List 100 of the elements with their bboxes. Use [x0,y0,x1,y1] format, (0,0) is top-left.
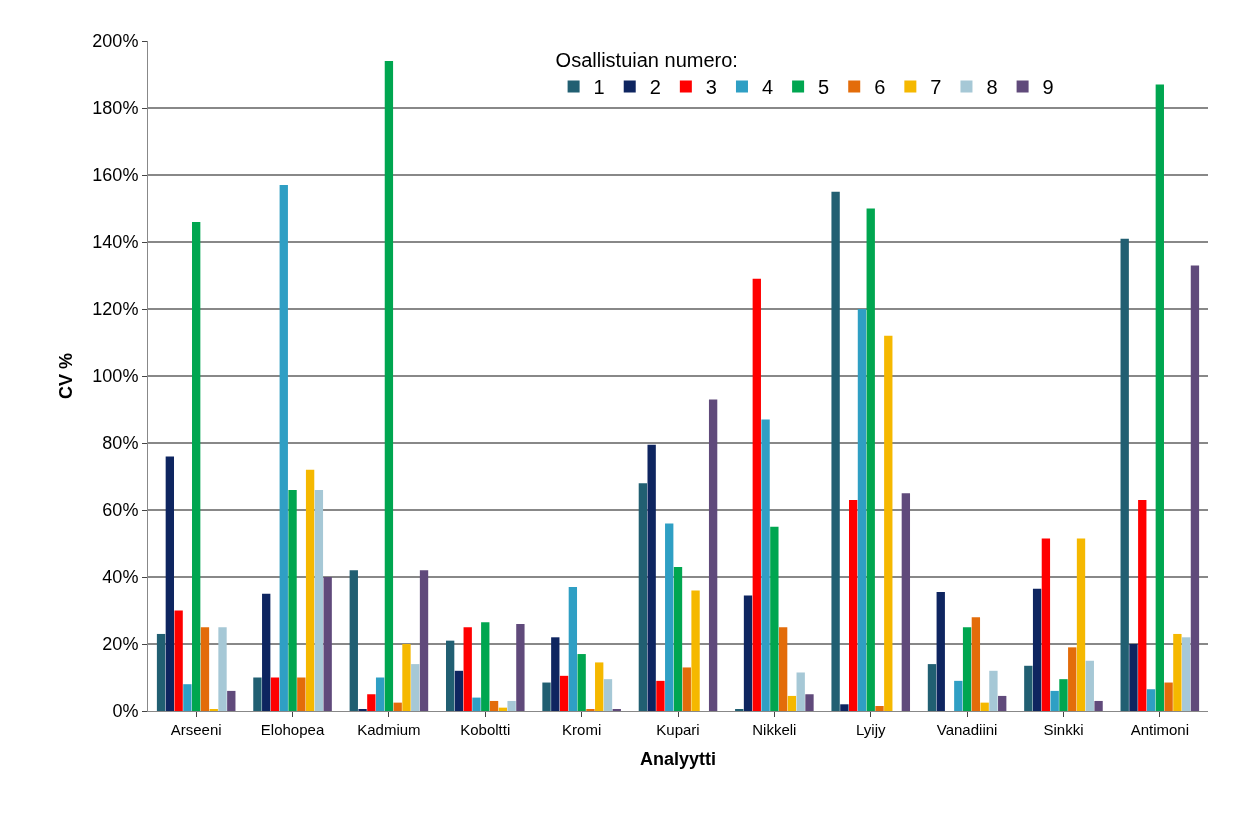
x-tick-label: Kromi [562,721,602,738]
bar [989,670,998,711]
bar [638,483,648,711]
bar [1173,633,1182,711]
bar [1024,665,1033,711]
x-tick-label: Arseeni [170,721,222,738]
bar [262,593,271,711]
y-tick-label: 160% [92,165,139,186]
x-tick-label: Vanadiini [936,721,998,738]
bar [1059,679,1068,711]
y-tick-label: 80% [102,433,139,454]
bar [1068,647,1077,711]
bar [507,700,516,711]
x-tick-label: Sinkki [1043,721,1084,738]
bar [297,677,306,711]
bar [349,570,358,711]
bar [595,662,604,711]
x-tick-label: Kadmium [357,721,421,738]
bar [857,309,867,711]
bar [1120,238,1129,711]
legend-label: 4 [761,76,774,99]
bar [866,208,875,711]
legend-label: 2 [649,76,661,99]
bar [367,694,376,711]
bar [542,682,551,711]
x-tick-label: Koboltti [460,721,511,738]
bar [559,675,569,711]
bar [288,489,297,711]
bar [962,627,972,711]
bar [840,704,849,711]
legend-label: 6 [874,76,886,99]
y-tick-label: 140% [92,232,139,253]
bar [682,667,691,711]
y-tick-label: 40% [102,567,139,588]
bar [174,610,183,711]
bar [200,627,210,711]
bar [603,679,613,711]
x-tick-label: Lyijy [856,721,886,738]
bar [445,640,455,711]
bar [936,592,945,711]
bar [156,633,166,711]
bar [454,670,464,711]
x-tick-label: Elohopea [260,721,325,738]
bar [1076,538,1086,711]
legend-title: Osallistuian numero: [555,49,738,71]
bar [927,664,937,711]
bar [489,700,499,711]
bar [384,61,394,711]
x-tick-label: Antimoni [1130,721,1189,738]
bar [1085,660,1094,711]
bar [849,499,858,711]
bar [218,627,227,711]
bar [568,587,578,711]
bar [647,444,656,711]
bar [419,570,429,711]
bar [656,680,665,711]
bar [1146,689,1156,711]
bar [875,705,884,711]
bar [954,680,963,711]
bar [577,654,586,711]
bar [270,677,280,711]
bar [770,526,779,711]
y-tick-label: 200% [92,31,139,52]
bar [183,684,192,711]
bar [305,469,315,711]
bar [253,677,262,711]
bar [472,697,481,711]
bar [1041,538,1051,711]
bar [998,695,1007,711]
bar [1050,690,1059,711]
bar [743,595,753,711]
bar [752,278,761,711]
x-tick-label: Kupari [656,721,700,738]
bar [551,637,560,711]
bar [1032,588,1042,711]
bar [971,617,981,711]
bar [279,185,288,711]
bar [761,419,770,711]
bar [1129,644,1138,711]
y-tick-label: 0% [112,701,139,722]
bar [805,694,814,711]
x-axis-title: Analyytti [639,749,717,770]
legend-label: 9 [1042,76,1054,99]
y-axis-title: CV % [55,352,76,400]
bar [1155,84,1164,711]
y-tick-label: 60% [102,500,139,521]
y-tick-label: 100% [92,366,139,387]
bar [665,523,674,711]
bar [192,221,201,711]
bar [787,695,797,711]
bar [901,493,911,711]
bar [778,627,788,711]
bar [831,191,840,711]
bar [314,489,324,711]
bar [323,577,332,711]
bar [708,399,718,711]
legend-label: 7 [930,76,942,99]
bar [884,335,893,711]
bar [1094,700,1103,711]
bar [165,456,175,711]
